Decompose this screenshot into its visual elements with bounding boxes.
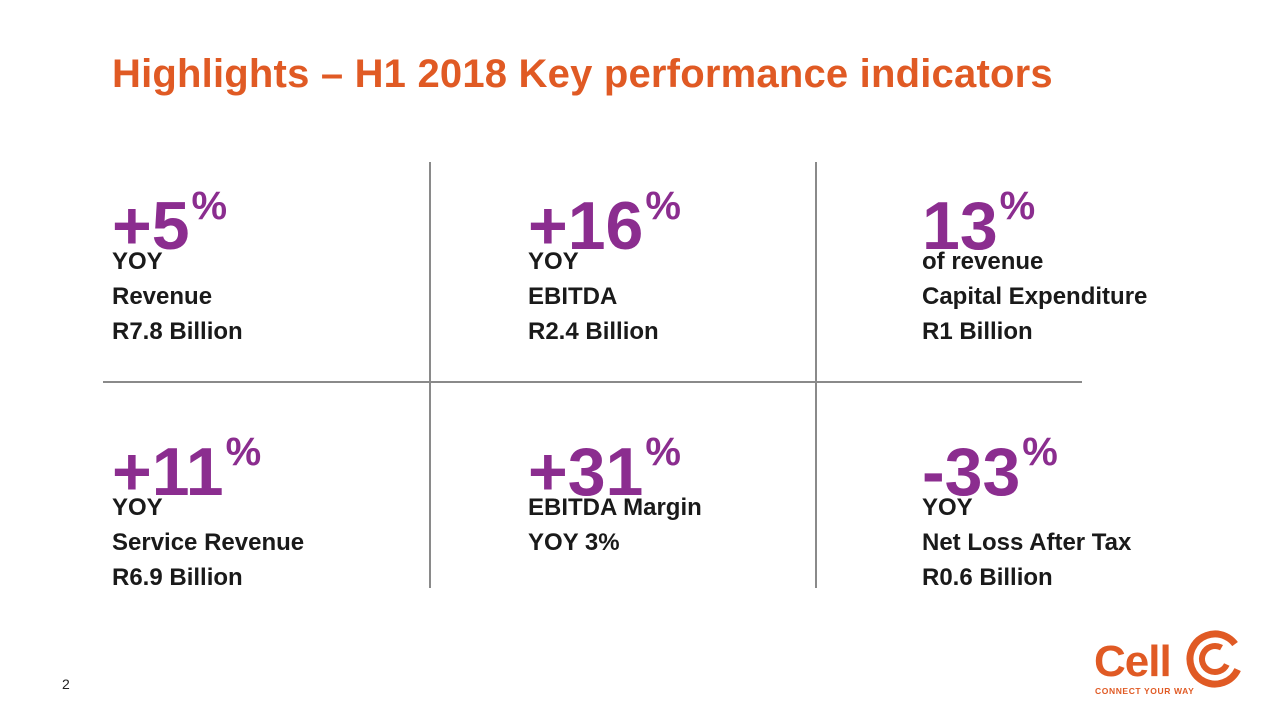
kpi-label: YOY — [528, 248, 579, 275]
kpi-ebitda-margin: +31% EBITDA Margin YOY 3% — [528, 418, 828, 560]
kpi-net-loss: -33% YOY Net Loss After Tax R0.6 Billion — [922, 418, 1222, 595]
kpi-label: Revenue — [112, 283, 213, 310]
kpi-label: YOY — [922, 494, 973, 521]
page-number: 2 — [62, 676, 70, 692]
horizontal-divider — [103, 381, 1082, 383]
kpi-label: YOY — [112, 248, 163, 275]
kpi-label: EBITDA — [528, 283, 618, 310]
kpi-value: +5% — [112, 184, 228, 264]
kpi-capex: 13% of revenue Capital Expenditure R1 Bi… — [922, 172, 1222, 349]
kpi-label: R6.9 Billion — [112, 564, 243, 591]
kpi-label: YOY — [112, 494, 163, 521]
kpi-ebitda: +16% YOY EBITDA R2.4 Billion — [528, 172, 828, 349]
kpi-service-revenue: +11% YOY Service Revenue R6.9 Billion — [112, 418, 412, 595]
kpi-label: R1 Billion — [922, 318, 1033, 345]
kpi-label: R7.8 Billion — [112, 318, 243, 345]
kpi-value: +31% — [528, 430, 681, 510]
kpi-label: Net Loss After Tax — [922, 529, 1132, 556]
kpi-label: Service Revenue — [112, 529, 305, 556]
cell-c-logo: Cell CONNECT YOUR WAY — [1094, 630, 1242, 696]
kpi-label: R0.6 Billion — [922, 564, 1053, 591]
logo-tagline: CONNECT YOUR WAY — [1095, 686, 1194, 696]
vertical-divider-2 — [815, 162, 817, 588]
kpi-label: YOY 3% — [528, 529, 620, 556]
logo-wordmark: Cell — [1094, 637, 1171, 686]
kpi-label: EBITDA Margin — [528, 494, 702, 521]
kpi-value: +11% — [112, 430, 262, 510]
logo-c-mark — [1186, 630, 1242, 688]
kpi-label: R2.4 Billion — [528, 318, 659, 345]
kpi-value: +16% — [528, 184, 681, 264]
kpi-revenue: +5% YOY Revenue R7.8 Billion — [112, 172, 412, 349]
kpi-value: -33% — [922, 430, 1058, 510]
vertical-divider-1 — [429, 162, 431, 588]
kpi-label: Capital Expenditure — [922, 283, 1148, 310]
kpi-label: of revenue — [922, 248, 1044, 275]
kpi-value: 13% — [922, 184, 1036, 264]
page-title: Highlights – H1 2018 Key performance ind… — [112, 52, 1053, 96]
